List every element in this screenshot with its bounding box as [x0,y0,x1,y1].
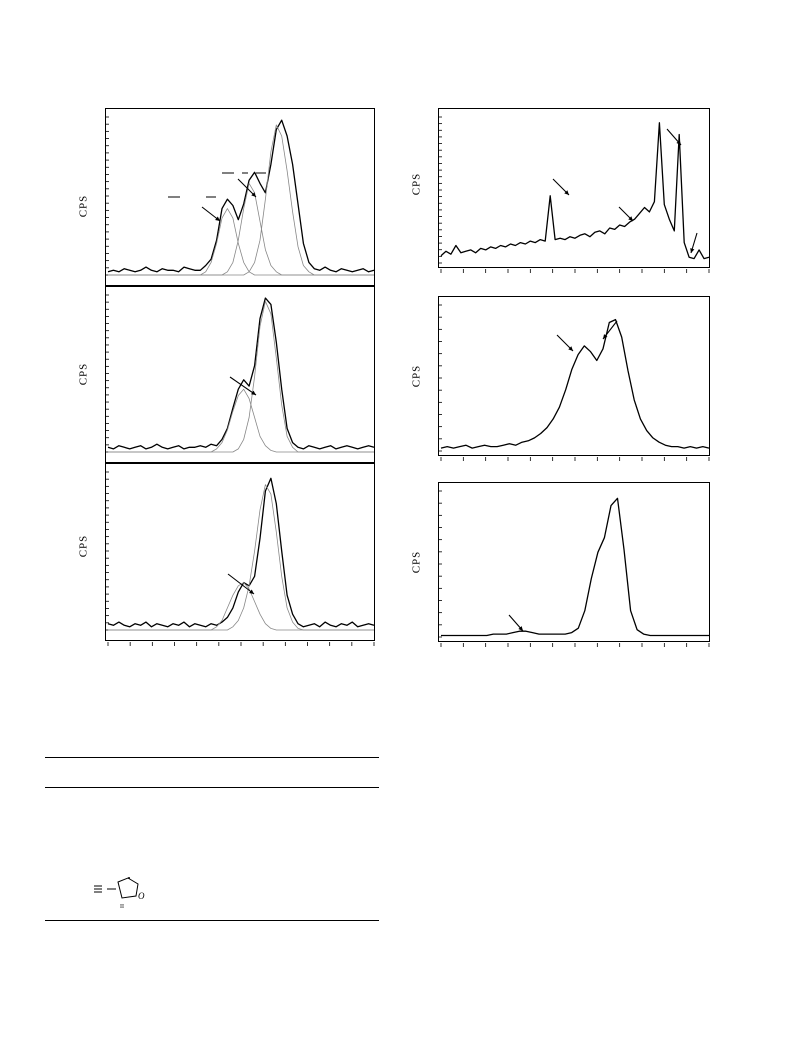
chart-panel-left-top [105,108,375,286]
annotation-arrowhead [215,216,220,221]
annotation-arrowhead [690,248,695,253]
y-axis-label-left-middle: CPS [77,362,90,386]
chart-svg-left-bottom [106,471,375,646]
chart-svg-right-top [439,116,710,273]
fit-component-line [108,124,374,276]
chart-svg-right-middle [439,304,710,461]
table-top-rule [45,757,379,758]
spectrum-line [440,318,710,449]
annotation-arrowhead [251,390,256,395]
svg-text:II: II [120,904,124,910]
annotation-arrow [227,573,255,595]
y-axis-label-right-top: CPS [410,172,423,196]
chart-panel-right-middle [438,296,710,461]
table-header-rule [45,787,379,788]
fit-component-line [108,183,374,276]
chart-panel-right-bottom [438,482,710,647]
fit-component-line [108,300,374,453]
chart-panel-left-middle [105,286,375,463]
spectrum-line [107,119,375,273]
annotation-arrowhead [249,589,254,594]
annotation-arrowhead [568,346,573,351]
fit-component-line [108,484,374,631]
chemical-structure-icon: O II [94,877,145,910]
chart-svg-left-middle [106,294,375,453]
annotation-arrowhead [603,334,608,339]
chart-svg-left-top [106,116,375,276]
annotation-arrowhead [518,626,523,631]
spectrum-line [440,122,710,260]
chart-panel-right-top [438,108,710,273]
fit-component-line [108,388,374,453]
annotation-arrowhead [564,190,569,195]
spectrum-line [107,477,375,628]
table-bottom-rule [45,920,379,921]
svg-text:O: O [138,891,145,901]
annotation-arrow [229,376,257,396]
spectrum-line [441,497,709,637]
y-axis-label-left-top: CPS [77,194,90,218]
fit-component-line [108,582,374,631]
spectrum-line [107,297,375,450]
fit-component-line [108,208,374,276]
annotation-arrowhead [628,216,633,221]
y-axis-label-left-bottom: CPS [77,534,90,558]
chart-svg-right-bottom [439,490,710,647]
annotation-arrowhead [251,192,256,197]
y-axis-label-right-bottom: CPS [410,550,423,574]
y-axis-label-right-middle: CPS [410,364,423,388]
annotation-arrowhead [676,140,681,145]
chart-panel-left-bottom [105,463,375,646]
